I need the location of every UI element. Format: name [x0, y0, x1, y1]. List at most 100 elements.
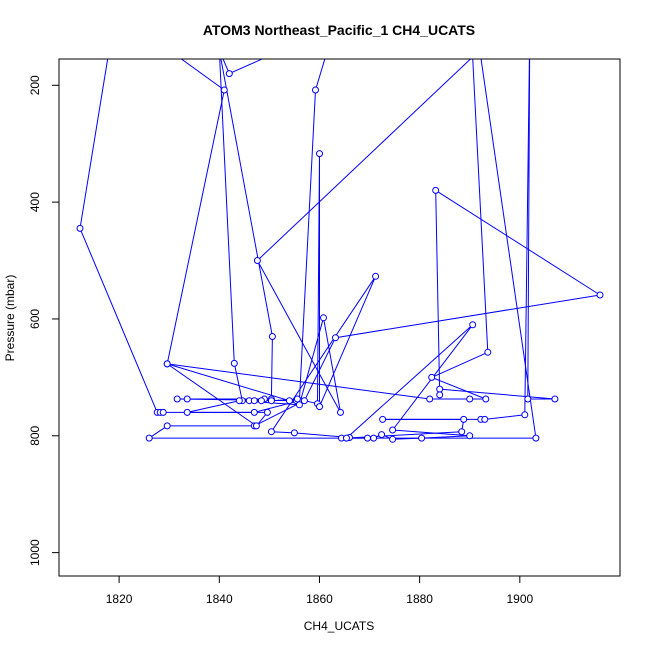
data-point: [481, 415, 489, 423]
chart-title: ATOM3 Northeast_Pacific_1 CH4_UCATS: [203, 22, 475, 38]
x-tick-label: 1820: [106, 592, 133, 606]
series-line-segment: [256, 260, 341, 413]
data-point: [370, 434, 378, 442]
x-axis: 1820 1840 1860 1880 1900: [106, 576, 533, 606]
series-line-segment: [323, 317, 341, 413]
x-tick-label: 1900: [506, 592, 533, 606]
series-line-segment: [484, 414, 525, 420]
data-point: [469, 321, 477, 329]
series-line-segment: [79, 228, 158, 413]
series-line-segment: [167, 363, 290, 402]
series-line-segment: [219, 59, 235, 364]
series-line-segment: [335, 294, 601, 339]
data-point: [316, 150, 323, 158]
data-point: [436, 391, 444, 399]
data-point: [521, 411, 529, 419]
series-line-segment: [257, 59, 472, 261]
series-line-segment: [439, 388, 555, 400]
data-point: [163, 422, 171, 430]
data-point: [268, 333, 276, 340]
data-point: [76, 224, 84, 232]
data-point: [379, 415, 387, 423]
series-line-segment: [167, 363, 430, 400]
data-point: [428, 373, 436, 381]
data-point: [250, 397, 258, 405]
data-point: [466, 395, 474, 403]
data-point: [332, 334, 339, 342]
series-line-segment: [303, 337, 336, 401]
data-point: [293, 395, 301, 403]
data-point: [183, 408, 191, 416]
y-tick-label: 600: [28, 309, 42, 329]
data-point: [159, 408, 167, 416]
data-point: [145, 434, 153, 442]
data-point: [257, 397, 265, 405]
data-point: [337, 408, 344, 416]
data-point: [183, 395, 191, 403]
data-point: [551, 395, 559, 403]
data-point: [343, 434, 350, 442]
data-point: [418, 434, 426, 442]
series-line-segment: [346, 324, 474, 439]
data-point: [532, 434, 540, 442]
x-tick-label: 1840: [206, 592, 233, 606]
series-line-segment: [233, 363, 243, 401]
data-point: [596, 291, 604, 299]
series-line-segment: [229, 59, 264, 75]
series-line-segment: [270, 336, 273, 400]
y-tick-label: 200: [28, 75, 42, 95]
data-point: [300, 397, 308, 405]
data-point: [225, 70, 233, 78]
data-point: [220, 86, 228, 94]
series-line-segment: [435, 189, 601, 296]
series-line-segment: [271, 431, 295, 434]
data-point: [267, 397, 275, 405]
data-point: [378, 431, 386, 439]
series-line-segment: [220, 59, 273, 337]
data-point: [267, 428, 275, 436]
x-tick-label: 1860: [306, 592, 333, 606]
series-line-segment: [298, 317, 324, 405]
y-tick-label: 800: [28, 425, 42, 445]
data-point: [389, 435, 397, 443]
data-point: [316, 403, 323, 411]
data-point: [482, 395, 490, 403]
series-line-segment: [315, 59, 326, 91]
series-line-segment: [180, 59, 225, 91]
y-axis-label: Pressure (mbar): [3, 275, 17, 362]
series-line-segment: [148, 425, 168, 439]
data-point: [252, 422, 260, 430]
series-line-segment: [298, 89, 316, 401]
x-axis-label: CH4_UCATS: [304, 619, 374, 633]
series-line-segment: [166, 89, 225, 365]
series-line-segment: [527, 59, 531, 400]
data-point: [295, 401, 303, 409]
plot-frame: [58, 58, 621, 577]
data-point: [263, 408, 271, 416]
data-point: [372, 272, 380, 280]
series-line-segment: [480, 59, 537, 439]
data-point: [426, 395, 434, 403]
data-point: [524, 395, 532, 403]
series-line-segment: [435, 190, 441, 395]
series-line-segment: [319, 276, 377, 407]
series-line-segment: [431, 376, 486, 400]
data-point: [466, 432, 474, 440]
series-layer: [76, 59, 604, 443]
data-point: [163, 360, 171, 368]
data-point: [432, 186, 440, 194]
y-tick-label: 1000: [28, 539, 42, 566]
data-point: [250, 408, 258, 416]
series-line-segment: [472, 59, 489, 353]
series-line-segment: [222, 59, 230, 74]
y-axis: 200 400 600 800 1000: [28, 75, 59, 566]
data-point: [230, 359, 238, 367]
data-point: [253, 257, 261, 264]
series-line-segment: [431, 351, 489, 378]
series-line-segment: [270, 276, 377, 432]
series-line-segment: [166, 363, 257, 427]
data-point: [458, 428, 466, 436]
data-point: [320, 314, 327, 322]
data-point: [436, 385, 444, 393]
